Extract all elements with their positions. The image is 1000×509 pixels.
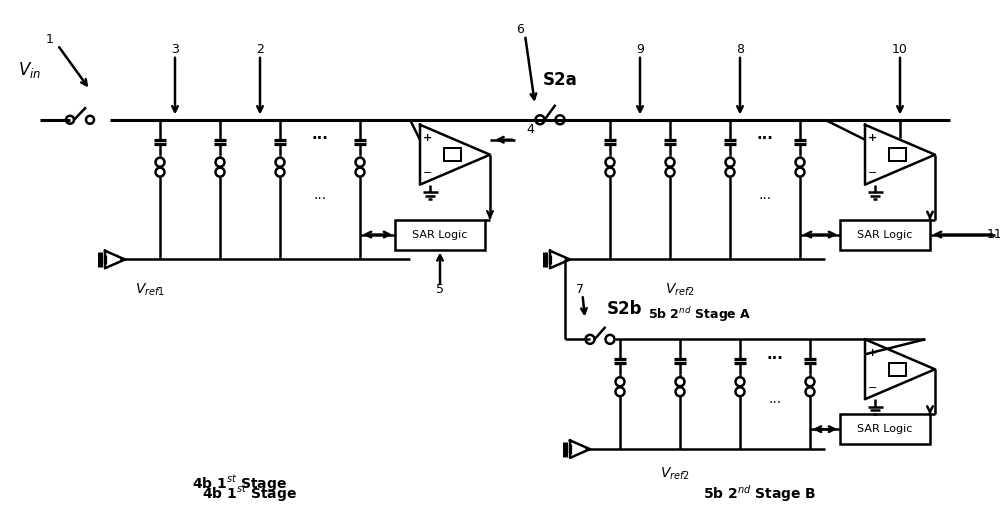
Text: +: +	[868, 348, 877, 358]
Bar	[840, 219, 930, 249]
Text: ...: ...	[313, 188, 327, 202]
Text: ...: ...	[767, 347, 783, 362]
Text: SAR Logic: SAR Logic	[857, 424, 913, 434]
Text: SAR Logic: SAR Logic	[857, 230, 913, 240]
Text: +: +	[423, 133, 432, 143]
Text: $-$: $-$	[422, 166, 433, 176]
Text: $V_{in}$: $V_{in}$	[18, 60, 42, 80]
Text: 2: 2	[256, 43, 264, 56]
Text: 9: 9	[636, 43, 644, 56]
Text: 6: 6	[516, 23, 524, 37]
Text: +: +	[868, 133, 877, 143]
Text: $V_{ref2}$: $V_{ref2}$	[660, 466, 690, 482]
Text: 7: 7	[576, 283, 584, 296]
Text: 8: 8	[736, 43, 744, 56]
Text: 4: 4	[526, 123, 534, 136]
Bar	[889, 363, 906, 376]
Text: SAR Logic: SAR Logic	[412, 230, 468, 240]
Text: ...: ...	[758, 188, 772, 202]
Text: 10: 10	[892, 43, 908, 56]
Text: $-$: $-$	[867, 166, 878, 176]
Text: 5b 2$^{nd}$ Stage A: 5b 2$^{nd}$ Stage A	[648, 305, 752, 324]
Text: S2a: S2a	[543, 71, 577, 89]
Text: $V_{ref1}$: $V_{ref1}$	[135, 281, 165, 298]
Bar	[395, 219, 485, 249]
Text: 5b 2$^{nd}$ Stage B: 5b 2$^{nd}$ Stage B	[703, 484, 817, 504]
Text: 4b 1$^{st}$ Stage: 4b 1$^{st}$ Stage	[192, 474, 288, 494]
Text: 11: 11	[987, 228, 1000, 241]
Text: $V_{ref2}$: $V_{ref2}$	[665, 281, 695, 298]
Text: 4b 1$^{st}$ Stage: 4b 1$^{st}$ Stage	[202, 484, 298, 504]
Text: 3: 3	[171, 43, 179, 56]
Bar	[444, 149, 461, 161]
Text: S2b: S2b	[607, 300, 643, 319]
Text: $-$: $-$	[867, 381, 878, 391]
Bar	[889, 149, 906, 161]
Text: ...: ...	[757, 127, 773, 142]
Text: ...: ...	[768, 392, 782, 406]
Text: 1: 1	[46, 34, 54, 46]
Bar	[840, 414, 930, 444]
Text: ...: ...	[312, 127, 328, 142]
Text: 5: 5	[436, 283, 444, 296]
